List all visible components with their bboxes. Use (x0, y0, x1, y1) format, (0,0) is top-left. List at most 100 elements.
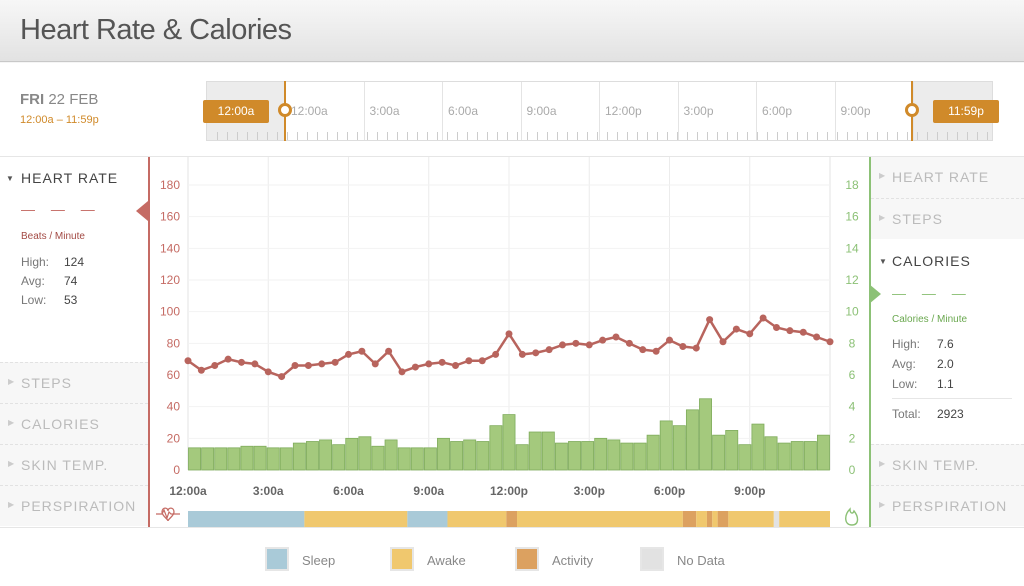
sidebar-item-calories[interactable]: ▶ CALORIES (0, 403, 148, 444)
timeline-tick (257, 132, 258, 140)
calories-title[interactable]: CALORIES (892, 253, 971, 269)
sidebar-item-perspiration[interactable]: ▶ PERSPIRATION (871, 485, 1024, 526)
timeline-tick (847, 132, 848, 140)
timeline-tick (867, 132, 868, 140)
timeline-tick (487, 132, 488, 140)
heart-rate-point (478, 357, 486, 365)
activity-segment-awake (447, 511, 507, 527)
timeline-tick (807, 132, 808, 140)
timeline-tick (827, 132, 828, 140)
legend-label-no-data: No Data (677, 553, 725, 568)
timeline-tick (517, 132, 518, 140)
activity-segment-no-data (773, 511, 780, 527)
heart-rate-point (719, 338, 727, 346)
end-handle[interactable] (905, 103, 919, 117)
sidebar-item-label: SKIN TEMP. (21, 457, 109, 473)
sidebar-item-heart-rate[interactable]: ▶ HEART RATE (871, 157, 1024, 198)
chart-area: 0 20 40 60 80 100 120 140 160 180 0 2 4 6 8 10 12 14 16 18 1… (148, 157, 871, 527)
legend-swatch-activity (515, 547, 539, 571)
calories-bar (712, 434, 726, 471)
calories-bar (685, 409, 699, 471)
heart-rate-point (492, 350, 500, 358)
timeline-tick (457, 132, 458, 140)
timeline-tick (957, 132, 958, 140)
timeline-tick (367, 132, 368, 140)
heart-rate-title[interactable]: HEART RATE (21, 170, 119, 186)
calories-bar (410, 447, 424, 471)
timeline-tick (647, 132, 648, 140)
timeline-tick (427, 132, 428, 140)
heart-rate-point (545, 346, 553, 354)
start-handle[interactable] (278, 103, 292, 117)
active-pointer-icon (136, 201, 148, 221)
heart-rate-point (679, 343, 687, 350)
calories-bar (541, 431, 555, 471)
collapse-arrow-icon: ▶ (8, 377, 16, 386)
timeline-tick (667, 132, 668, 140)
timeline-tick (837, 132, 838, 140)
timeline-label: 6:00a (448, 104, 479, 118)
timeline-tick (317, 132, 318, 140)
collapse-arrow-icon: ▶ (8, 459, 16, 468)
heart-rate-point (559, 341, 566, 349)
timeline-tick (717, 132, 718, 140)
sidebar-item-label: CALORIES (21, 416, 100, 432)
stat-high-value: 7.6 (937, 337, 954, 351)
sidebar-item-skin-temp[interactable]: ▶ SKIN TEMP. (871, 444, 1024, 485)
right-axis-tick-label: 2 (849, 431, 856, 445)
sidebar-item-skin-temp[interactable]: ▶ SKIN TEMP. (0, 444, 148, 485)
timeline-scrubber[interactable]: 12:00a 3:00a 6:00a 9:00a 12:00p 3:00p 6:00p 9:0… (206, 81, 993, 141)
heart-rate-point (625, 339, 633, 347)
heart-rate-point (746, 330, 754, 338)
timeline-tick (247, 132, 248, 140)
flame-icon (845, 507, 859, 526)
timeline-tick (377, 132, 378, 140)
date-label: FRI 22 FEB (20, 91, 98, 108)
calories-bar (659, 420, 673, 471)
legend-swatch-sleep (265, 547, 289, 571)
right-axis-tick-label: 14 (845, 241, 859, 255)
calories-bar (646, 434, 660, 471)
calories-bar (463, 439, 477, 471)
timeline-tick (777, 132, 778, 140)
heart-rate-point (692, 344, 700, 352)
activity-segment-awake (304, 511, 408, 527)
timeline-label: 12:00a (291, 104, 328, 118)
calories-bar (214, 447, 228, 471)
heart-rate-point (585, 341, 593, 349)
timeline-divider (363, 82, 365, 140)
timeline-tick (677, 132, 678, 140)
calories-bar (568, 441, 581, 471)
timeline-tick (447, 132, 448, 140)
heart-rate-point (639, 346, 647, 354)
calories-bar (699, 398, 712, 471)
legend-label-activity: Activity (552, 553, 594, 568)
sidebar-item-perspiration[interactable]: ▶ PERSPIRATION (0, 485, 148, 526)
calories-bar (803, 441, 817, 471)
activity-segment-awake (696, 511, 707, 527)
stat-avg-value: 2.0 (937, 357, 954, 371)
heart-rate-point (371, 360, 379, 368)
timeline-tick (267, 132, 268, 140)
stat-low-value: 1.1 (937, 377, 954, 391)
heart-rate-point (813, 333, 821, 341)
page-header: Heart Rate & Calories (0, 0, 1024, 62)
activity-segment-awake (779, 511, 830, 527)
sidebar-item-steps[interactable]: ▶ STEPS (0, 362, 148, 403)
timeline-divider (520, 82, 522, 140)
heart-rate-point (452, 362, 459, 369)
timeline-tick (897, 132, 898, 140)
collapse-arrow-icon: ▶ (879, 459, 887, 468)
activity-segment-activity (717, 511, 729, 527)
calories-bar (764, 436, 778, 471)
activity-legend: Sleep Awake Activity No Data (0, 527, 1024, 586)
calories-bar (332, 444, 346, 471)
heart-rate-point (318, 360, 326, 368)
left-axis-tick-label: 80 (167, 336, 181, 350)
stat-avg-label: Avg: (21, 274, 45, 288)
sidebar-item-steps[interactable]: ▶ STEPS (871, 198, 1024, 239)
stat-high-value: 124 (64, 255, 85, 269)
activity-segment-awake (712, 511, 718, 527)
expand-arrow-icon: ▼ (879, 257, 887, 266)
calories-bar (554, 442, 568, 471)
